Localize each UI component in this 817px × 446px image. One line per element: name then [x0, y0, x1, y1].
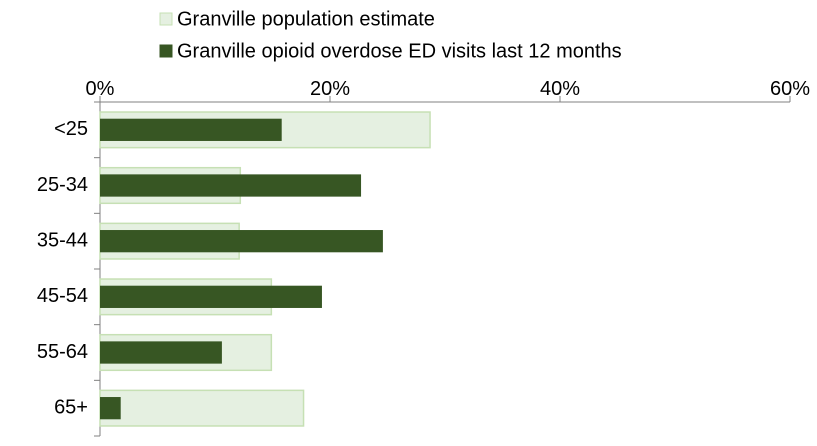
x-tick-label: 20% — [310, 78, 350, 100]
x-tick-label: 0% — [86, 78, 115, 100]
legend-label-1: Granville population estimate — [177, 8, 435, 30]
legend-label-2: Granville opioid overdose ED visits last… — [177, 40, 622, 62]
bars — [99, 111, 431, 427]
legend: Granville population estimate Granville o… — [159, 8, 622, 62]
legend-swatch-2 — [159, 44, 173, 58]
y-axis: <25 25-34 35-44 45-54 55-64 65+ — [37, 101, 101, 437]
bar-population-6 — [99, 389, 305, 427]
y-tick-label: 25-34 — [37, 174, 88, 196]
y-tick-label: <25 — [54, 118, 88, 140]
bar-overdose-1 — [100, 118, 282, 141]
y-tick-label: 35-44 — [37, 229, 88, 251]
legend-swatch-1 — [159, 12, 173, 26]
bar-overdose-6 — [100, 397, 121, 420]
x-tick-label: 40% — [540, 78, 580, 100]
bar-overdose-5 — [100, 341, 222, 364]
bar-overdose-2 — [100, 174, 362, 197]
y-tick-label: 45-54 — [37, 285, 88, 307]
y-tick-label: 65+ — [54, 396, 88, 418]
bar-overdose-3 — [100, 230, 383, 253]
y-tick-label: 55-64 — [37, 341, 88, 363]
bar-overdose-4 — [100, 285, 322, 308]
x-tick-label: 60% — [770, 78, 810, 100]
x-axis: 0% 20% 40% 60% — [86, 78, 810, 103]
